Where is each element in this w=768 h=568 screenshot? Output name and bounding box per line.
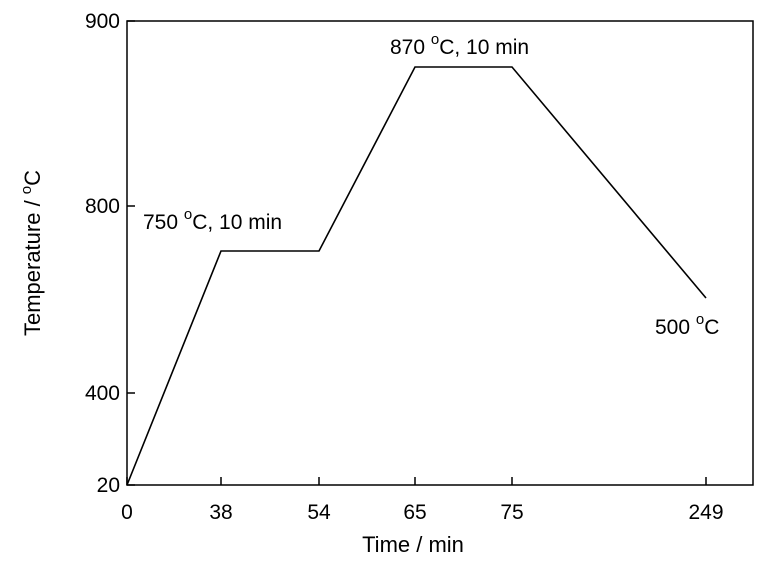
y-axis-ticks: 20 400 800 900 [85, 10, 135, 497]
y-tick-label: 400 [85, 382, 120, 405]
y-axis-title: Temperature / oC [18, 170, 45, 336]
y-tick-label: 900 [85, 10, 120, 33]
annotation-a500: 500 oC [655, 311, 719, 339]
series-group [126, 66, 707, 486]
x-tick-label: 38 [209, 501, 232, 524]
plot-frame [126, 20, 754, 486]
x-tick-label: 65 [403, 501, 426, 524]
x-tick-label: 54 [307, 501, 331, 524]
x-tick-label: 75 [500, 501, 523, 524]
temperature-series-line [126, 66, 707, 486]
annotation-a750: 750 oC, 10 min [143, 206, 282, 234]
annotations-group: 750 oC, 10 min 870 oC, 10 min 500 oC [143, 31, 719, 339]
x-axis-ticks: 0 38 54 65 75 249 [121, 477, 724, 524]
x-tick-label: 0 [121, 501, 133, 524]
y-tick-label: 20 [97, 474, 120, 497]
x-tick-label: 249 [688, 501, 723, 524]
annotation-a870: 870 oC, 10 min [390, 31, 529, 59]
x-axis-title: Time / min [362, 532, 464, 557]
y-tick-label: 800 [85, 195, 120, 218]
